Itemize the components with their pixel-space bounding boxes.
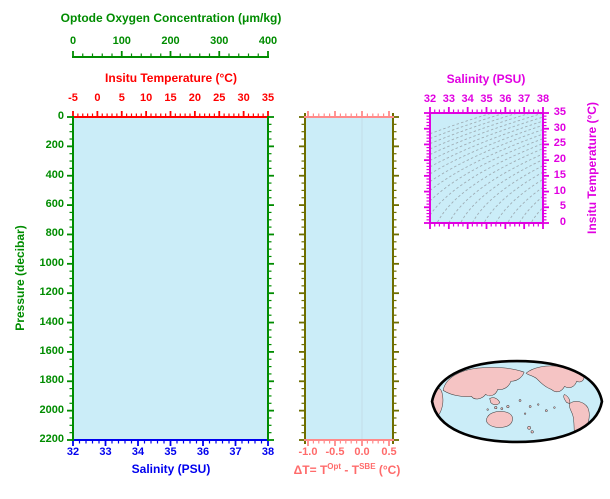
oxygen-tick-label: 100 — [112, 35, 131, 47]
delta-t-tick-label: 0.0 — [354, 446, 370, 458]
pressure-tick-label: 600 — [45, 198, 64, 211]
temperature-tick-label: 20 — [188, 92, 201, 104]
ts-salinity-axis-bottom — [429, 222, 544, 229]
temperature-tick-label: 25 — [213, 92, 226, 104]
delta-title-text: ΔT= T — [293, 463, 328, 477]
ts-temperature-tick-label: 15 — [553, 168, 566, 181]
temperature-tick-label: 35 — [261, 92, 275, 104]
delta-top-axis — [304, 111, 394, 118]
oxygen-axis — [72, 51, 269, 58]
temperature-tick-label: 15 — [164, 92, 177, 104]
ts-salinity-tick-label: 38 — [536, 93, 550, 105]
pressure-tick-label: 1400 — [39, 315, 64, 328]
temperature-tick-label: 10 — [140, 92, 153, 104]
profile-panel-area — [73, 117, 268, 440]
delta-title-text2: - T — [341, 463, 360, 477]
ts-temperature-tick-label: 30 — [553, 121, 566, 134]
pressure-tick-label: 1200 — [39, 286, 64, 299]
salinity-axis — [72, 439, 269, 446]
oxygen-tick-label: 200 — [161, 35, 180, 47]
delta-t-tick-label: 0.5 — [381, 446, 397, 458]
delta-t-tick-label: -0.5 — [325, 446, 345, 458]
delta-left-spine — [299, 113, 306, 444]
oxygen-axis-title: Optode Oxygen Concentration (μm/kg) — [60, 11, 282, 25]
pressure-tick-label: 200 — [45, 139, 64, 152]
ts-temperature-tick-label: 10 — [553, 184, 566, 197]
pressure-axis-right — [267, 116, 274, 441]
oxygen-tick-label: 300 — [210, 35, 229, 47]
sigma-t-contours — [431, 114, 542, 222]
pressure-tick-label: 1000 — [39, 256, 64, 269]
ts-salinity-axis-title: Salinity (PSU) — [446, 72, 526, 86]
ts-temperature-tick-label: 0 — [559, 216, 566, 228]
temperature-axis-title: Insitu Temperature (°C) — [105, 71, 237, 85]
pressure-tick-label: 2000 — [39, 403, 64, 416]
ts-temperature-tick-label: 35 — [553, 106, 566, 118]
ts-salinity-tick-label: 36 — [499, 93, 512, 105]
temperature-tick-label: 5 — [118, 92, 125, 104]
delta-right-spine — [392, 113, 399, 444]
temperature-tick-label: -5 — [68, 92, 78, 104]
world-map-icon — [430, 359, 604, 444]
pressure-tick-label: 1600 — [39, 344, 64, 357]
salinity-tick-label: 35 — [164, 446, 177, 458]
salinity-tick-label: 36 — [196, 446, 210, 458]
ts-salinity-tick-label: 35 — [480, 93, 493, 105]
delta-title-unit: (°C) — [375, 463, 401, 477]
ts-temperature-axis-left — [424, 112, 431, 224]
salinity-tick-label: 32 — [66, 446, 80, 458]
salinity-tick-label: 33 — [99, 446, 112, 458]
ts-temperature-tick-label: 5 — [559, 200, 566, 213]
delta-title-sup-opt: Opt — [327, 462, 342, 471]
ts-salinity-axis-top — [429, 107, 544, 114]
ts-temperature-tick-label: 25 — [553, 137, 566, 150]
ts-salinity-tick-label: 34 — [461, 93, 474, 105]
ts-salinity-tick-label: 32 — [423, 93, 437, 105]
temperature-tick-label: 30 — [237, 92, 250, 104]
salinity-tick-label: 38 — [261, 446, 275, 458]
ts-salinity-tick-label: 37 — [518, 93, 531, 105]
oxygen-tick-label: 400 — [258, 35, 278, 47]
pressure-tick-label: 1800 — [39, 374, 64, 387]
delta-title-sup-sbe: SBE — [359, 462, 376, 471]
ts-temperature-axis-right — [542, 112, 549, 224]
pressure-axis-title: Pressure (decibar) — [13, 225, 27, 331]
ts-salinity-tick-label: 33 — [442, 93, 455, 105]
temperature-tick-label: 0 — [94, 92, 101, 104]
delta-panel-area — [305, 117, 393, 440]
oxygen-tick-label: 0 — [69, 35, 77, 47]
temperature-axis — [72, 111, 269, 118]
pressure-tick-label: 800 — [45, 227, 64, 240]
salinity-axis-title: Salinity (PSU) — [131, 462, 211, 476]
salinity-tick-label: 34 — [131, 446, 145, 458]
pressure-tick-label: 2200 — [39, 433, 64, 445]
delta-t-axis-title: ΔT= TOpt - TSBE (°C) — [294, 460, 401, 477]
ts-temperature-axis-title: Insitu Temperature (°C) — [585, 102, 599, 234]
salinity-tick-label: 37 — [229, 446, 242, 458]
delta-bottom-axis — [304, 439, 394, 446]
map-outline — [430, 359, 604, 444]
pressure-tick-label: 0 — [57, 110, 64, 122]
delta-t-tick-label: -1.0 — [298, 446, 318, 458]
ts-temperature-tick-label: 20 — [553, 153, 566, 166]
pressure-axis-left — [67, 116, 74, 441]
pressure-tick-label: 400 — [45, 168, 64, 181]
